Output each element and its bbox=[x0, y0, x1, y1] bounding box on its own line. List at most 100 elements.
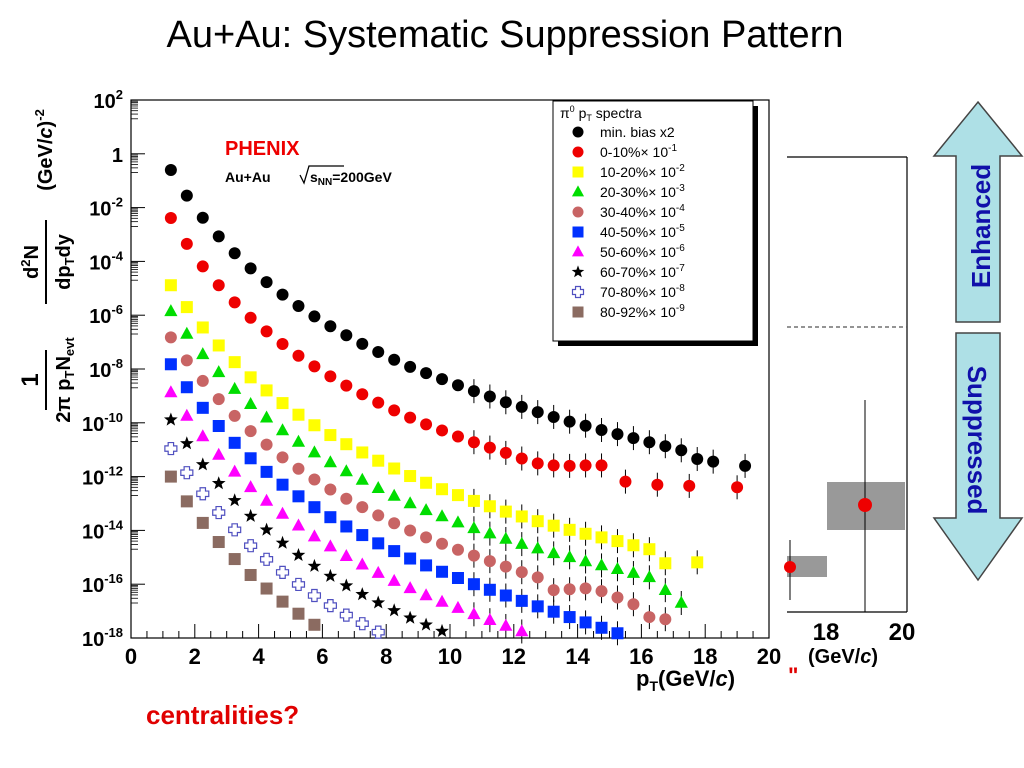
data-point bbox=[563, 550, 577, 563]
data-point bbox=[515, 594, 528, 607]
series-40-50- bbox=[164, 358, 624, 646]
data-point bbox=[563, 611, 576, 624]
data-point bbox=[308, 310, 321, 323]
data-point bbox=[228, 409, 241, 422]
data-point bbox=[387, 488, 401, 501]
data-point bbox=[515, 510, 528, 523]
data-point bbox=[180, 436, 194, 450]
legend-marker bbox=[571, 285, 585, 299]
data-point bbox=[467, 494, 480, 507]
x-tick-label: 4 bbox=[252, 644, 265, 669]
data-point bbox=[451, 600, 465, 613]
legend-marker bbox=[572, 306, 584, 318]
data-point bbox=[451, 379, 464, 392]
data-point bbox=[340, 329, 353, 342]
x-tick-label: 6 bbox=[316, 644, 328, 669]
data-point bbox=[275, 535, 290, 549]
series-60-70- bbox=[164, 412, 449, 637]
data-point bbox=[387, 573, 401, 586]
data-point bbox=[228, 381, 242, 394]
data-point bbox=[260, 465, 273, 478]
data-point bbox=[308, 473, 321, 486]
data-point bbox=[243, 508, 258, 522]
data-point bbox=[212, 420, 225, 433]
legend-box bbox=[552, 100, 754, 342]
data-point bbox=[196, 321, 209, 334]
data-point bbox=[291, 434, 306, 447]
data-point bbox=[642, 570, 656, 583]
axis-ticks: 0 2 4 6 8 10 12 14 16 18 20 102 1 10-2 10-4 10-6 10-8 10-… bbox=[82, 87, 781, 669]
data-point bbox=[180, 301, 193, 314]
data-point bbox=[356, 388, 369, 401]
data-point bbox=[180, 354, 193, 367]
data-point bbox=[451, 515, 465, 528]
data-point bbox=[515, 536, 529, 549]
legend-marker bbox=[572, 146, 584, 158]
y-tick-label: 10-18 bbox=[82, 625, 123, 651]
data-point bbox=[547, 459, 560, 472]
data-point bbox=[371, 625, 385, 639]
raa-inset: 18 20 (GeV/c) bbox=[784, 156, 916, 668]
data-point bbox=[579, 527, 592, 540]
data-point bbox=[595, 585, 608, 598]
data-point bbox=[483, 612, 497, 625]
series-20-30- bbox=[164, 304, 688, 616]
data-point bbox=[499, 396, 512, 409]
data-point bbox=[404, 470, 417, 483]
data-point bbox=[595, 423, 608, 436]
data-point bbox=[324, 511, 337, 524]
data-point bbox=[244, 262, 257, 275]
data-point bbox=[419, 617, 433, 631]
data-point bbox=[259, 493, 274, 506]
inset-xlabel: (GeV/c) bbox=[808, 646, 878, 668]
data-point bbox=[531, 541, 545, 554]
data-point bbox=[436, 483, 449, 496]
data-point bbox=[579, 459, 592, 472]
data-point bbox=[499, 531, 513, 544]
data-point bbox=[340, 438, 353, 451]
series-0-10- bbox=[164, 212, 744, 500]
data-point bbox=[404, 360, 417, 373]
data-point bbox=[420, 531, 433, 544]
data-point bbox=[227, 493, 242, 507]
legend: π0 pT spectra min. bias x2 0-10%× 10-1 10-… bbox=[552, 100, 758, 346]
data-point bbox=[436, 537, 449, 550]
data-point bbox=[658, 582, 672, 595]
data-point bbox=[595, 459, 608, 472]
data-point bbox=[388, 404, 401, 417]
data-point bbox=[196, 211, 209, 224]
data-point bbox=[164, 441, 178, 456]
legend-label: 40-50%× 10-5 bbox=[600, 223, 685, 240]
legend-marker bbox=[572, 226, 584, 238]
data-point bbox=[196, 347, 210, 360]
data-point bbox=[291, 577, 306, 592]
data-point bbox=[259, 552, 274, 566]
inset-xtick-20: 20 bbox=[889, 619, 916, 646]
data-point bbox=[674, 595, 688, 608]
data-point bbox=[643, 543, 656, 556]
partial-overlay-text: " bbox=[788, 663, 799, 688]
data-point bbox=[212, 536, 225, 549]
data-point bbox=[292, 462, 305, 475]
data-point bbox=[259, 522, 274, 536]
data-point bbox=[419, 588, 433, 601]
data-point bbox=[164, 470, 177, 483]
inset-syst-box-1 bbox=[787, 556, 827, 577]
x-tick-label: 10 bbox=[438, 644, 462, 669]
data-point bbox=[659, 440, 672, 453]
data-point bbox=[659, 557, 672, 570]
inset-xtick-18: 18 bbox=[813, 619, 840, 646]
data-point bbox=[355, 557, 369, 570]
data-point bbox=[244, 397, 258, 410]
data-point bbox=[244, 539, 258, 553]
data-point bbox=[324, 429, 337, 442]
data-point bbox=[515, 452, 528, 465]
data-point bbox=[356, 501, 369, 514]
data-point bbox=[420, 418, 433, 431]
data-point bbox=[196, 260, 209, 273]
data-point bbox=[164, 279, 177, 292]
x-tick-label: 14 bbox=[565, 644, 590, 669]
data-point bbox=[483, 555, 496, 568]
data-point bbox=[164, 304, 178, 317]
